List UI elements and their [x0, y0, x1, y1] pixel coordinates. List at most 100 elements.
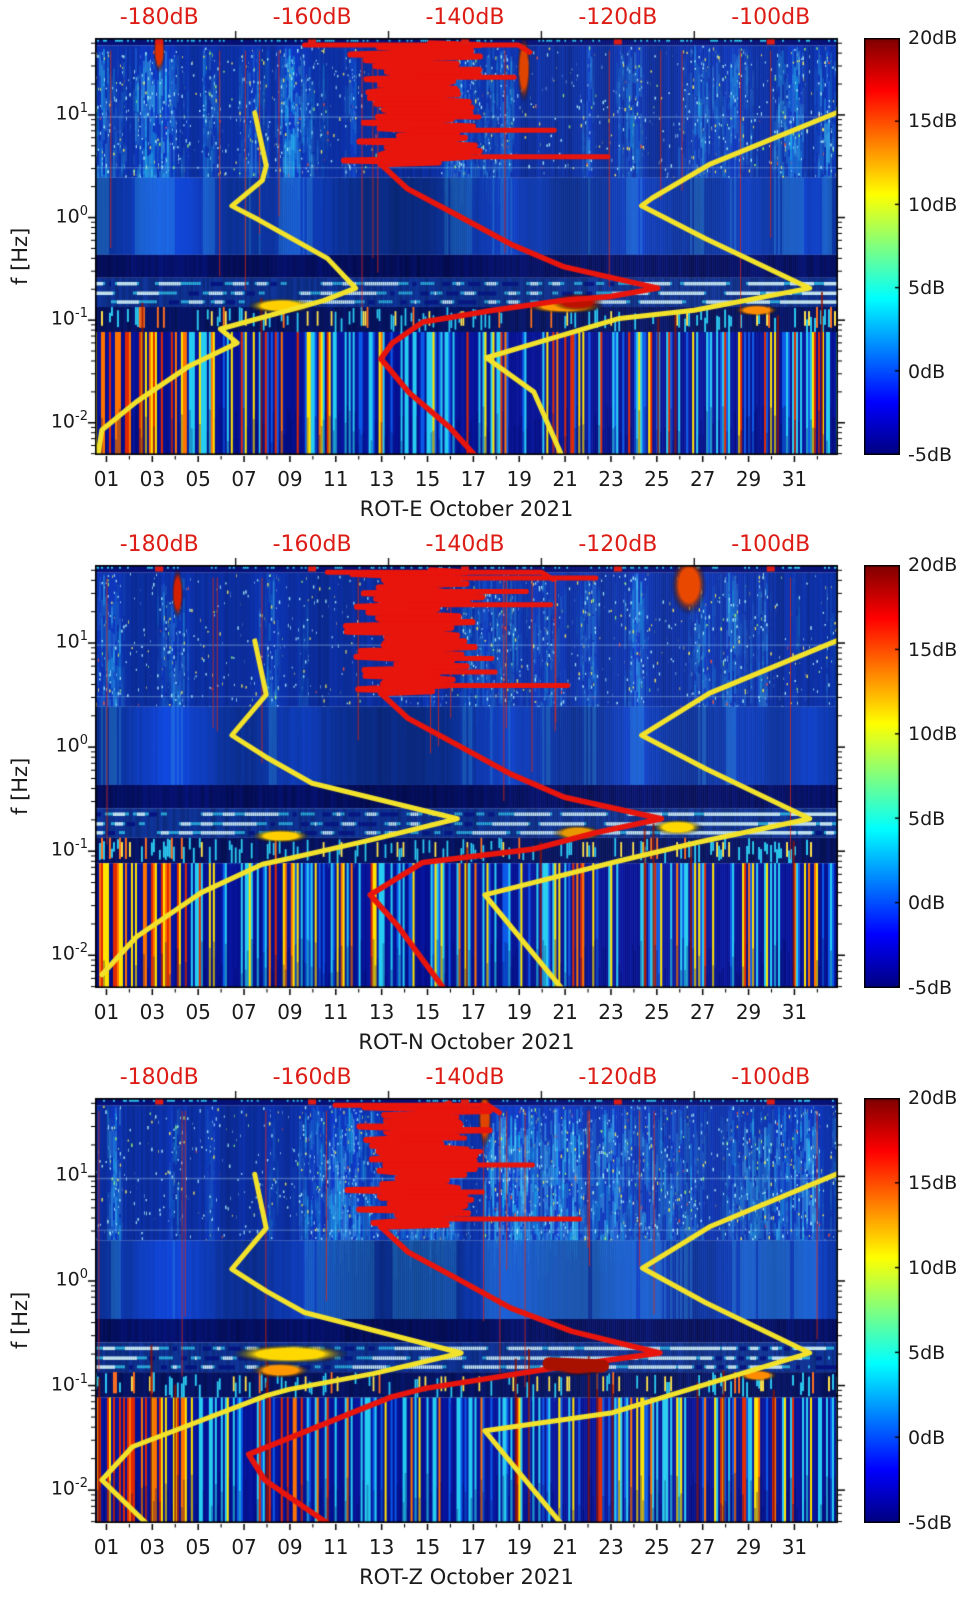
x-axis-tick-label: 23 — [598, 1535, 624, 1559]
y-tick-exponent: 0 — [79, 203, 88, 219]
y-tick-mantissa: 10 — [55, 1163, 80, 1186]
y-tick-exponent: 1 — [79, 1162, 88, 1178]
x-axis-tick-label: 19 — [506, 1000, 532, 1024]
x-axis-tick-label: 05 — [185, 1000, 211, 1024]
x-axis-tick-label: 23 — [598, 1000, 624, 1024]
y-tick-mantissa: 10 — [50, 1477, 76, 1500]
x-axis-tick-label: 05 — [185, 1535, 211, 1559]
top-axis-tick-label: -160dB — [272, 532, 352, 557]
x-axis-tick-label: 17 — [460, 1535, 487, 1559]
x-axis-tick-label: 25 — [644, 1535, 670, 1559]
x-axis-tick-label: 13 — [368, 1000, 395, 1024]
colorbar-tick-label: 10dB — [908, 723, 958, 746]
y-axis-tick-label: 100 — [36, 204, 88, 227]
colorbar-tick-label: 10dB — [908, 1257, 958, 1279]
x-axis-title: ROT-E October 2021 — [359, 497, 574, 521]
colorbar-tick-label: 15dB — [908, 110, 958, 133]
y-tick-exponent: -2 — [75, 941, 88, 957]
x-axis-tick-label: 17 — [460, 467, 487, 491]
x-axis-tick-label: 15 — [414, 1000, 441, 1024]
x-axis-tick-label: 27 — [689, 1535, 716, 1559]
y-tick-exponent: 1 — [79, 629, 88, 645]
y-tick-exponent: -1 — [75, 306, 88, 322]
x-axis-tick-label: 03 — [139, 467, 166, 491]
top-axis-tick-label: -160dB — [272, 5, 352, 30]
y-tick-mantissa: 10 — [50, 307, 76, 330]
colorbar-canvas-rot-n — [864, 565, 900, 988]
x-axis-tick-label: 25 — [644, 1000, 670, 1024]
y-axis-label: f [Hz] — [8, 1291, 32, 1349]
y-axis-tick-label: 10-2 — [36, 1476, 88, 1499]
top-axis-tick-label: -140dB — [425, 532, 505, 557]
x-axis-tick-label: 07 — [231, 467, 257, 491]
colorbar-tick-label: 20dB — [908, 1087, 958, 1109]
spectrogram-canvas-rot-e — [85, 30, 848, 469]
y-tick-mantissa: 10 — [50, 1372, 76, 1395]
top-axis-tick-label: -160dB — [272, 1065, 352, 1090]
x-axis-tick-label: 11 — [323, 467, 349, 491]
x-axis-tick-label: 19 — [506, 1535, 532, 1559]
top-axis-tick-label: -100dB — [731, 532, 811, 557]
y-tick-mantissa: 10 — [50, 942, 76, 965]
x-axis-tick-label: 09 — [277, 1535, 303, 1559]
colorbar-tick-label: 10dB — [908, 193, 958, 216]
x-axis-tick-label: 05 — [185, 467, 211, 491]
y-tick-exponent: 1 — [79, 100, 88, 116]
y-axis-tick-label: 101 — [36, 101, 88, 124]
colorbar-tick-label: 15dB — [908, 1172, 958, 1194]
x-axis-title: ROT-Z October 2021 — [359, 1565, 574, 1589]
y-axis-tick-label: 101 — [36, 629, 88, 652]
y-axis-label: f [Hz] — [8, 227, 32, 285]
x-axis-tick-label: 21 — [552, 1000, 578, 1024]
top-axis-tick-label: -180dB — [119, 5, 199, 30]
y-tick-exponent: -1 — [75, 1371, 88, 1387]
top-axis-tick-label: -120dB — [578, 5, 658, 30]
x-axis-tick-label: 21 — [552, 1535, 578, 1559]
colorbar-tick-label: -5dB — [908, 444, 953, 466]
x-axis-tick-label: 31 — [781, 1000, 808, 1024]
x-axis-tick-label: 03 — [139, 1535, 166, 1559]
x-axis-tick-label: 25 — [644, 467, 670, 491]
x-axis-tick-label: 13 — [368, 467, 395, 491]
x-axis-tick-label: 07 — [231, 1000, 257, 1024]
y-tick-mantissa: 10 — [50, 838, 76, 861]
spectrogram-canvas-rot-z — [85, 1090, 848, 1537]
top-axis-tick-label: -140dB — [425, 1065, 505, 1090]
y-axis-tick-label: 101 — [36, 1162, 88, 1185]
y-tick-exponent: 0 — [79, 1266, 88, 1282]
colorbar-canvas-rot-z — [864, 1098, 900, 1523]
top-axis-tick-label: -120dB — [578, 1065, 658, 1090]
y-tick-mantissa: 10 — [55, 204, 80, 227]
y-tick-mantissa: 10 — [55, 102, 80, 125]
x-axis-tick-label: 09 — [277, 1000, 303, 1024]
top-axis-tick-label: -180dB — [119, 1065, 199, 1090]
y-axis-tick-label: 10-1 — [36, 306, 88, 329]
colorbar-tick-label: 5dB — [908, 1342, 946, 1364]
y-tick-exponent: -2 — [75, 408, 88, 424]
x-axis-tick-label: 29 — [735, 467, 762, 491]
y-axis-tick-label: 10-1 — [36, 1372, 88, 1395]
x-axis-tick-label: 15 — [414, 467, 441, 491]
x-axis-tick-label: 19 — [506, 467, 532, 491]
colorbar-tick-label: 15dB — [908, 638, 958, 661]
x-axis-tick-label: 29 — [735, 1535, 762, 1559]
x-axis-tick-label: 01 — [93, 1535, 120, 1559]
top-axis-tick-label: -180dB — [119, 532, 199, 557]
x-axis-tick-label: 07 — [231, 1535, 257, 1559]
top-axis-tick-label: -120dB — [578, 532, 658, 557]
y-tick-exponent: 0 — [79, 733, 88, 749]
x-axis-tick-label: 11 — [323, 1535, 349, 1559]
x-axis-tick-label: 31 — [781, 467, 808, 491]
colorbar-tick-label: 5dB — [908, 807, 946, 830]
colorbar-tick-label: 20dB — [908, 27, 958, 49]
x-axis-tick-label: 11 — [323, 1000, 349, 1024]
y-tick-mantissa: 10 — [55, 734, 80, 757]
y-tick-mantissa: 10 — [50, 410, 76, 433]
y-tick-mantissa: 10 — [55, 630, 80, 653]
y-tick-exponent: -2 — [75, 1476, 88, 1492]
x-axis-tick-label: 01 — [93, 1000, 120, 1024]
x-axis-tick-label: 15 — [414, 1535, 441, 1559]
y-axis-tick-label: 100 — [36, 733, 88, 756]
